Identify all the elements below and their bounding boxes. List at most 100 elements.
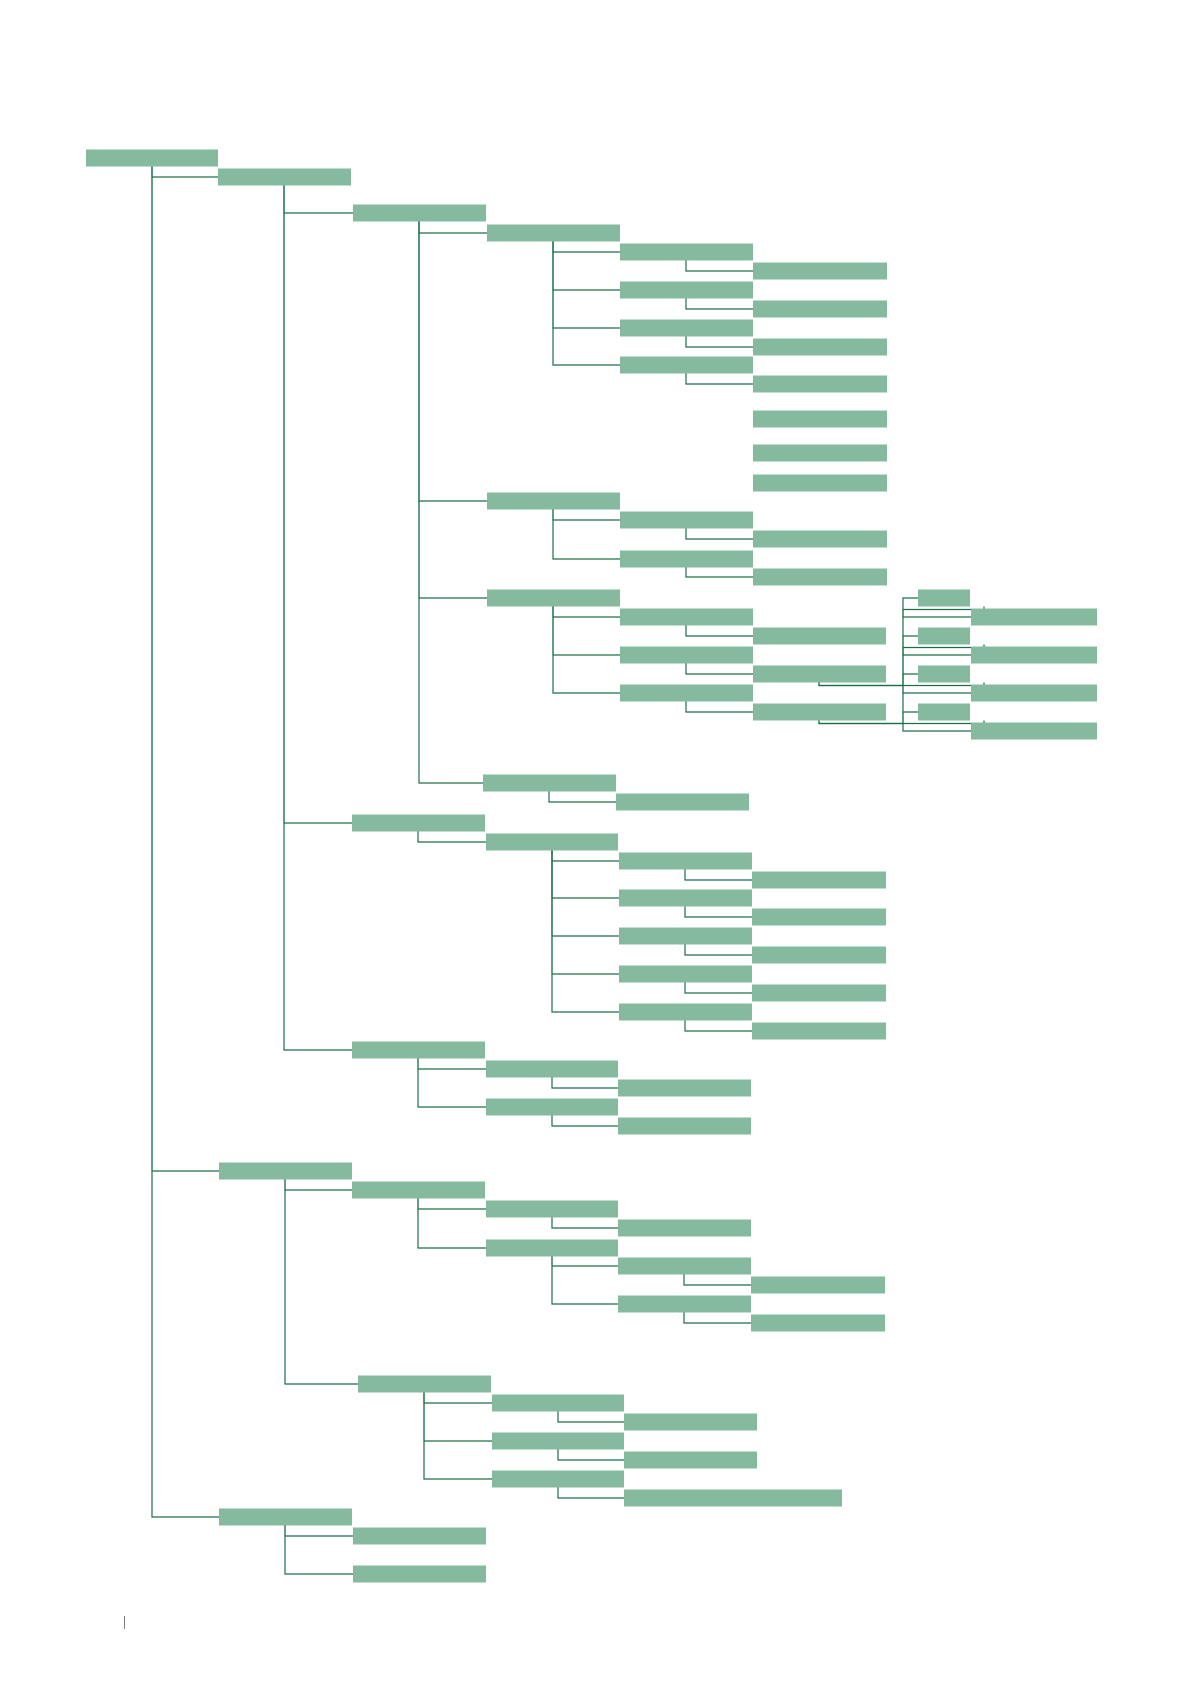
tree-node-box: [486, 1098, 618, 1116]
tree-connector: [423, 1392, 492, 1480]
tree-node-box: [487, 589, 620, 607]
tree-connector: [284, 1525, 353, 1575]
tree-connector: [283, 185, 352, 824]
tree-node-box: [619, 927, 752, 945]
tree-connector: [418, 221, 487, 599]
tree-connector: [284, 1179, 358, 1385]
tree-connector: [551, 1077, 618, 1089]
tree-connector: [551, 1115, 618, 1127]
tree-node-box: [620, 550, 753, 568]
tree-connector: [685, 373, 753, 385]
tree-node-box: [753, 627, 886, 645]
tree-connector: [685, 528, 753, 540]
tree-node-box: [352, 814, 485, 832]
tree-connector: [417, 1198, 486, 1249]
tree-connector: [557, 1487, 624, 1499]
tree-node-box: [753, 300, 887, 318]
tree-node-box: [620, 511, 753, 529]
tree-connector: [552, 241, 620, 253]
tree-node-box: [486, 1060, 618, 1078]
tree-connector: [423, 1392, 492, 1404]
tree-connector: [151, 166, 219, 1518]
connector-layer: [151, 166, 985, 1575]
tree-connector: [283, 185, 353, 214]
tree-connector: [417, 1198, 486, 1210]
tree-node-box: [753, 262, 887, 280]
page-number-marker: [124, 1616, 125, 1629]
tree-node-box: [619, 852, 752, 870]
tree-node-box: [752, 908, 886, 926]
tree-node-box: [918, 665, 970, 683]
tree-connector: [552, 606, 620, 656]
tree-connector: [552, 606, 620, 694]
tree-connector: [552, 241, 620, 329]
tree-node-box: [492, 1432, 624, 1450]
tree-node-box: [918, 703, 970, 721]
tree-connector: [685, 567, 753, 578]
tree-node-box: [618, 1257, 751, 1275]
tree-node-box: [616, 793, 749, 811]
tree-node-box: [618, 1079, 751, 1097]
tree-node-box: [492, 1470, 624, 1488]
tree-node-box: [753, 375, 887, 393]
tree-node-box: [751, 1314, 885, 1332]
tree-node-box: [620, 243, 753, 261]
tree-connector: [417, 1058, 486, 1070]
standalone-box: [753, 444, 887, 462]
tree-connector: [684, 982, 752, 994]
tree-connector: [551, 1256, 618, 1267]
tree-node-box: [487, 492, 620, 510]
standalone-box: [753, 474, 887, 492]
tree-node-box: [352, 1041, 485, 1059]
tree-connector: [557, 1449, 624, 1461]
tree-node-box: [620, 646, 753, 664]
tree-node-box: [492, 1394, 624, 1412]
tree-node-box: [619, 889, 752, 907]
tree-node-box: [971, 722, 1097, 740]
tree-node-box: [620, 608, 753, 626]
tree-node-box: [620, 356, 753, 374]
tree-connector: [284, 1179, 352, 1191]
tree-connector: [685, 663, 753, 675]
tree-node-box: [483, 774, 616, 792]
tree-connector: [423, 1392, 492, 1442]
tree-connector: [685, 260, 753, 272]
tree-connector: [551, 850, 619, 937]
node-layer: [86, 149, 1097, 1583]
tree-connector: [283, 185, 352, 1051]
tree-node-box: [219, 1162, 352, 1180]
tree-connector: [417, 831, 486, 843]
tree-node-box: [752, 946, 886, 964]
tree-connector: [552, 241, 620, 291]
tree-node-box: [753, 568, 887, 586]
tree-node-box: [486, 833, 618, 851]
tree-node-box: [218, 168, 351, 186]
tree-connector: [551, 1217, 618, 1229]
tree-node-box: [620, 684, 753, 702]
tree-node-box: [487, 224, 620, 242]
tree-node-box: [618, 1219, 751, 1237]
tree-connector: [151, 166, 219, 1172]
tree-connector: [684, 944, 752, 956]
tree-connector: [418, 221, 487, 234]
tree-node-box: [753, 338, 887, 356]
tree-connector: [552, 606, 620, 618]
tree-connector: [685, 298, 753, 310]
tree-connector: [685, 701, 753, 713]
tree-connector: [551, 850, 619, 862]
tree-node-box: [618, 1117, 751, 1135]
tree-node-box: [619, 965, 752, 983]
tree-connector: [151, 166, 218, 178]
tree-node-box: [352, 1181, 485, 1199]
tree-node-box: [918, 627, 970, 645]
tree-connector: [684, 869, 752, 881]
tree-node-box: [918, 589, 970, 607]
tree-node-box: [486, 1239, 618, 1257]
tree-connector: [548, 791, 616, 803]
tree-connector: [683, 1274, 751, 1286]
tree-node-box: [971, 684, 1097, 702]
tree-node-box: [753, 665, 886, 683]
tree-node-box: [86, 149, 218, 167]
tree-node-box: [624, 1451, 757, 1469]
tree-node-box: [752, 1022, 886, 1040]
